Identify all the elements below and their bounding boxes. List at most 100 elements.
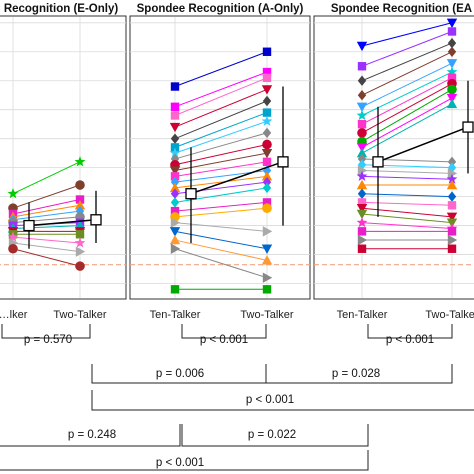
panel-frame: [0, 15, 127, 300]
subject-line: [174, 201, 268, 212]
subject-point: [262, 157, 272, 167]
subject-line: [361, 22, 453, 47]
x-tick-label: Two-Talker: [425, 309, 474, 321]
subject-point: [262, 198, 272, 207]
subject-point: [446, 18, 458, 28]
subject-point: [170, 153, 180, 165]
comparison-label-8: p = 0.022: [248, 429, 296, 441]
subject-point: [446, 173, 458, 184]
subject-point: [356, 147, 368, 158]
subject-line: [174, 51, 268, 87]
subject-line: [174, 71, 268, 108]
subject-point: [447, 156, 457, 168]
subject-point: [7, 231, 19, 242]
comparison-label-6: p < 0.001: [246, 394, 294, 406]
subject-line: [174, 77, 268, 116]
subject-series: [357, 188, 457, 202]
subject-point: [357, 198, 367, 207]
subject-line: [174, 230, 268, 250]
subject-point: [261, 244, 273, 254]
subject-point: [169, 122, 181, 133]
subject-line: [174, 88, 268, 128]
subject-point: [356, 41, 368, 52]
subject-series: [170, 73, 272, 120]
subject-series: [170, 285, 272, 294]
subject-point: [446, 212, 458, 223]
subject-line: [361, 51, 453, 96]
subject-point: [447, 168, 458, 179]
subject-point: [262, 108, 272, 117]
subject-point: [170, 285, 180, 294]
subject-point: [75, 195, 85, 204]
bracket-9: [0, 450, 369, 471]
mean-point: [462, 121, 474, 133]
panel-frame: [313, 15, 474, 300]
subject-point: [357, 244, 367, 253]
mean-point: [23, 219, 35, 232]
subject-line: [361, 207, 453, 218]
subject-line: [174, 222, 268, 232]
subject-point: [261, 115, 273, 126]
subject-line: [174, 248, 268, 279]
subject-series: [357, 27, 457, 71]
subject-line: [174, 175, 268, 189]
subject-point: [262, 139, 272, 150]
subject-series: [170, 67, 272, 112]
subject-series: [356, 66, 458, 121]
subject-line: [361, 62, 453, 108]
subject-series: [7, 156, 86, 199]
subject-point: [446, 59, 458, 69]
subject-point: [447, 27, 457, 36]
subject-series: [356, 203, 458, 223]
subject-line: [174, 132, 268, 160]
subject-point: [356, 102, 368, 113]
subject-point: [75, 230, 85, 239]
mean-point: [90, 214, 102, 226]
subject-line: [174, 112, 268, 148]
subject-line: [361, 213, 453, 224]
subject-line: [174, 239, 268, 261]
subject-point: [357, 62, 367, 71]
bracket-7: [0, 424, 181, 447]
subject-series: [170, 157, 272, 181]
subject-series: [356, 98, 458, 158]
subject-series: [357, 198, 457, 210]
panel-1: Recognition (E-Only) …lker Two-Talker: [0, 3, 127, 321]
group-mean: [185, 86, 289, 243]
subject-point: [261, 255, 273, 265]
subject-point: [261, 171, 273, 181]
bracket-6: [91, 390, 474, 411]
subject-series: [357, 165, 458, 179]
subject-point: [446, 66, 458, 77]
subject-point: [169, 147, 181, 158]
comparison-label-9: p < 0.001: [156, 457, 204, 469]
subject-line: [361, 201, 453, 206]
x-tick-label: Two-Talker: [53, 309, 107, 321]
subject-line: [361, 88, 453, 142]
subject-point: [356, 170, 368, 181]
subject-series: [357, 37, 457, 86]
subject-line: [12, 242, 81, 253]
subject-line: [361, 71, 453, 116]
subject-series: [169, 115, 273, 158]
subject-line: [174, 161, 268, 177]
subject-point: [75, 261, 85, 271]
subject-point: [7, 188, 19, 199]
subject-line: [12, 248, 81, 267]
subject-point: [357, 227, 367, 236]
panel-title: Spondee Recognition (A-Only): [137, 3, 304, 15]
subject-point: [262, 226, 273, 237]
subject-point: [356, 216, 368, 228]
subject-series: [170, 217, 273, 237]
subject-point: [75, 180, 85, 190]
mean-line: [190, 161, 284, 195]
subject-point: [357, 153, 367, 165]
subject-point: [447, 46, 457, 57]
subject-line: [12, 161, 81, 195]
subject-point: [447, 244, 457, 253]
subject-point: [262, 47, 272, 56]
subject-line: [174, 100, 268, 140]
comparison-label-2: p < 0.001: [200, 334, 248, 346]
subject-point: [262, 272, 273, 283]
